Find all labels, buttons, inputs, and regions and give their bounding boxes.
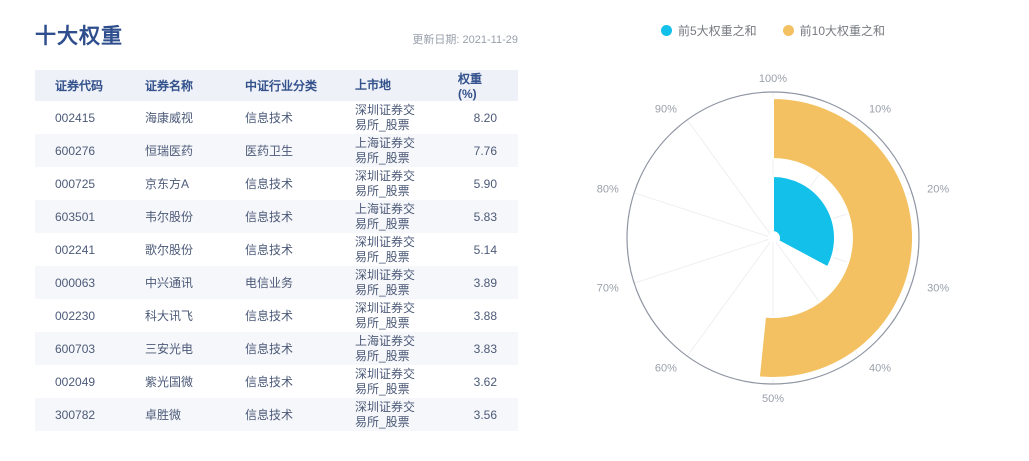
cell-industry: 信息技术 bbox=[245, 111, 294, 125]
header-industry: 中证行业分类 bbox=[245, 70, 355, 101]
legend-item-top5[interactable]: 前5大权重之和 bbox=[660, 22, 757, 39]
cell-code: 000725 bbox=[55, 176, 96, 191]
table-row: 000063 中兴通讯 电信业务 深圳证券交易所_股票 3.89 bbox=[35, 266, 518, 299]
cell-listing: 上海证券交易所_股票 bbox=[355, 134, 458, 167]
cell-listing: 深圳证券交易所_股票 bbox=[355, 266, 458, 299]
chart-legend: 前5大权重之和 前10大权重之和 bbox=[593, 22, 953, 39]
cell-name: 韦尔股份 bbox=[145, 200, 245, 233]
angle-tick-label: 20% bbox=[927, 184, 949, 196]
legend-item-top10[interactable]: 前10大权重之和 bbox=[782, 22, 886, 39]
cell-name: 卓胜微 bbox=[145, 398, 245, 431]
cell-name: 海康威视 bbox=[145, 111, 194, 125]
cell-code: 600276 bbox=[35, 134, 145, 167]
header-name: 证券名称 bbox=[145, 70, 245, 101]
cell-name: 紫光国微 bbox=[145, 375, 194, 389]
legend-label-top5: 前5大权重之和 bbox=[677, 24, 757, 38]
table-row: 002415 海康威视 信息技术 深圳证券交易所_股票 8.20 bbox=[35, 101, 518, 134]
cell-industry: 信息技术 bbox=[245, 243, 294, 257]
cell-listing: 深圳证券交易所_股票 bbox=[355, 366, 416, 396]
cell-code: 300782 bbox=[35, 398, 145, 431]
page-title: 十大权重 bbox=[35, 25, 123, 48]
cell-industry: 信息技术 bbox=[245, 332, 355, 365]
table-row: 603501 韦尔股份 信息技术 上海证券交易所_股票 5.83 bbox=[35, 200, 518, 233]
cell-weight: 3.89 bbox=[458, 266, 518, 299]
cell-weight: 5.90 bbox=[473, 176, 497, 191]
table-body: 002415 海康威视 信息技术 深圳证券交易所_股票 8.20 600276 恒瑞医药 医药… bbox=[35, 101, 518, 431]
cell-name: 歌尔股份 bbox=[145, 243, 194, 257]
cell-listing: 上海证券交易所_股票 bbox=[355, 200, 458, 233]
table-row: 002230 科大讯飞 信息技术 深圳证券交易所_股票 3.88 bbox=[35, 299, 518, 332]
cell-code: 002049 bbox=[55, 374, 96, 389]
angle-tick-label: 10% bbox=[869, 104, 891, 116]
table-row: 002049 紫光国微 信息技术 深圳证券交易所_股票 3.62 bbox=[35, 365, 518, 398]
cell-industry: 信息技术 bbox=[245, 375, 294, 389]
cell-code: 002415 bbox=[55, 110, 96, 125]
polar-grid-spoke bbox=[633, 192, 774, 239]
cell-code: 002241 bbox=[55, 242, 96, 257]
cell-listing: 深圳证券交易所_股票 bbox=[355, 234, 416, 264]
polar-grid-spoke bbox=[686, 119, 774, 239]
cell-weight: 5.14 bbox=[473, 242, 497, 257]
angle-tick-label: 50% bbox=[762, 393, 784, 405]
legend-label-top10: 前10大权重之和 bbox=[799, 24, 886, 38]
cell-weight: 3.62 bbox=[473, 374, 497, 389]
cell-listing: 深圳证券交易所_股票 bbox=[355, 168, 416, 198]
polar-center-dot bbox=[768, 233, 778, 243]
polar-outer-circle bbox=[626, 91, 920, 385]
header-listing: 上市地 bbox=[355, 70, 458, 101]
section-header: 十大权重 更新日期: 2021-11-29 bbox=[35, 20, 518, 50]
cell-listing: 深圳证券交易所_股票 bbox=[355, 398, 458, 431]
angle-tick-label: 30% bbox=[927, 282, 949, 294]
cell-weight: 3.83 bbox=[458, 332, 518, 365]
cell-industry: 信息技术 bbox=[245, 177, 294, 191]
cell-code: 600703 bbox=[35, 332, 145, 365]
cell-weight: 7.76 bbox=[458, 134, 518, 167]
legend-dot-top10 bbox=[782, 25, 794, 36]
header-code: 证券代码 bbox=[35, 70, 145, 101]
cell-name: 科大讯飞 bbox=[145, 309, 194, 323]
polar-chart-svg: 100% 10% 20% 30% 40% 50% 60% 70% 80% 90% bbox=[597, 73, 950, 405]
table-row: 600276 恒瑞医药 医药卫生 上海证券交易所_股票 7.76 bbox=[35, 134, 518, 167]
cell-name: 恒瑞医药 bbox=[145, 134, 245, 167]
table-row: 300782 卓胜微 信息技术 深圳证券交易所_股票 3.56 bbox=[35, 398, 518, 431]
cell-industry: 信息技术 bbox=[245, 398, 355, 431]
cell-weight: 5.83 bbox=[458, 200, 518, 233]
cell-industry: 电信业务 bbox=[245, 266, 355, 299]
weights-section: 十大权重 更新日期: 2021-11-29 证券代码 证券名称 中证行业分类 上… bbox=[35, 20, 518, 431]
cell-name: 京东方A bbox=[145, 177, 190, 191]
cell-weight: 3.88 bbox=[473, 308, 497, 323]
cell-name: 中兴通讯 bbox=[145, 266, 245, 299]
angle-tick-label: 70% bbox=[597, 282, 619, 294]
polar-grid-spoke bbox=[633, 237, 774, 284]
header-weight: 权重(%) bbox=[458, 70, 518, 101]
angle-tick-label: 100% bbox=[759, 73, 787, 85]
cell-listing: 上海证券交易所_股票 bbox=[355, 332, 458, 365]
series-arc-top10[interactable] bbox=[757, 97, 915, 379]
cell-code: 603501 bbox=[35, 200, 145, 233]
cell-listing: 深圳证券交易所_股票 bbox=[355, 300, 416, 330]
legend-dot-top5 bbox=[660, 25, 672, 36]
weights-table: 证券代码 证券名称 中证行业分类 上市地 权重(%) 002415 海康威视 信息技… bbox=[35, 70, 518, 431]
cell-weight: 3.56 bbox=[458, 398, 518, 431]
cell-industry: 信息技术 bbox=[245, 309, 294, 323]
table-row: 000725 京东方A 信息技术 深圳证券交易所_股票 5.90 bbox=[35, 167, 518, 200]
cell-code: 002230 bbox=[55, 308, 96, 323]
cell-code: 000063 bbox=[35, 266, 145, 299]
angle-tick-label: 60% bbox=[655, 362, 677, 374]
update-date: 更新日期: 2021-11-29 bbox=[412, 34, 518, 46]
cell-name: 三安光电 bbox=[145, 332, 245, 365]
cell-weight: 8.20 bbox=[473, 110, 497, 125]
angle-tick-label: 40% bbox=[869, 362, 891, 374]
series-arc-top5[interactable] bbox=[772, 175, 836, 269]
polar-grid-spoke bbox=[686, 237, 774, 357]
angle-tick-label: 80% bbox=[597, 184, 619, 196]
cell-listing: 深圳证券交易所_股票 bbox=[355, 102, 416, 132]
table-row: 002241 歌尔股份 信息技术 深圳证券交易所_股票 5.14 bbox=[35, 233, 518, 266]
cell-industry: 医药卫生 bbox=[245, 134, 355, 167]
table-header-row: 证券代码 证券名称 中证行业分类 上市地 权重(%) bbox=[35, 70, 518, 101]
angle-tick-label: 90% bbox=[655, 104, 677, 116]
cell-industry: 信息技术 bbox=[245, 200, 355, 233]
table-row: 600703 三安光电 信息技术 上海证券交易所_股票 3.83 bbox=[35, 332, 518, 365]
polar-chart: 100% 10% 20% 30% 40% 50% 60% 70% 80% 90% bbox=[593, 58, 953, 418]
